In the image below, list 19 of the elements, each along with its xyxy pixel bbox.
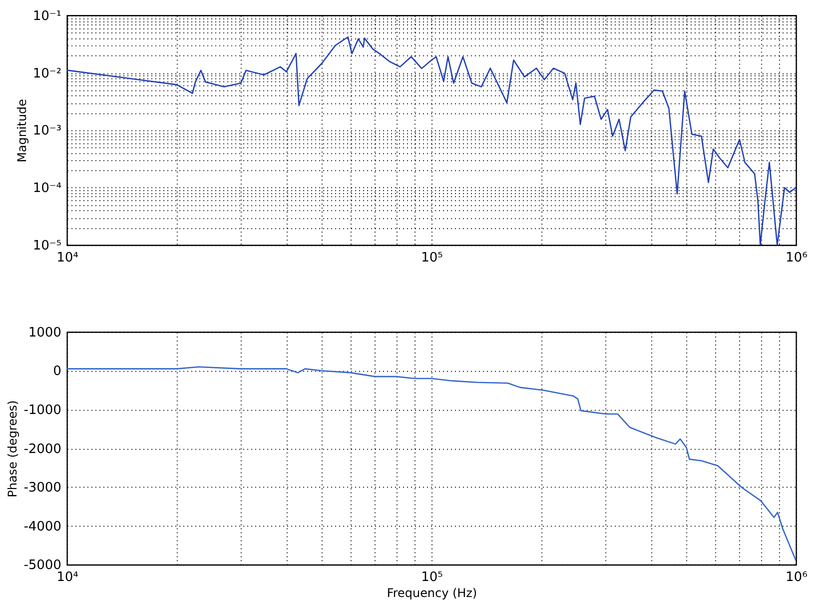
y-tick-label: 0 bbox=[53, 364, 62, 380]
y-tick-label: -2000 bbox=[24, 442, 62, 457]
x-tick-label: 10⁴ bbox=[56, 250, 78, 266]
y-tick-label: 10⁻² bbox=[32, 66, 62, 82]
y-tick-label: -4000 bbox=[24, 519, 62, 534]
x-tick-label: 10⁵ bbox=[421, 250, 443, 266]
y-tick-label: -3000 bbox=[24, 480, 62, 496]
y-tick-label: 10⁻⁴ bbox=[32, 181, 62, 196]
y-tick-label: -1000 bbox=[24, 403, 62, 418]
y-axis-title: Phase (degrees) bbox=[6, 400, 20, 498]
x-tick-label: 10⁶ bbox=[786, 250, 808, 266]
y-tick-label: 10⁻³ bbox=[32, 124, 62, 139]
x-tick-label: 10⁴ bbox=[56, 570, 78, 586]
y-axis-title: Magnitude bbox=[14, 99, 29, 162]
x-tick-label: 10⁵ bbox=[421, 570, 443, 586]
y-tick-label: 1000 bbox=[28, 325, 62, 340]
x-axis-title: Frequency (Hz) bbox=[386, 586, 478, 600]
x-tick-label: 10⁶ bbox=[786, 570, 808, 586]
y-tick-label: 10⁻¹ bbox=[32, 8, 62, 24]
